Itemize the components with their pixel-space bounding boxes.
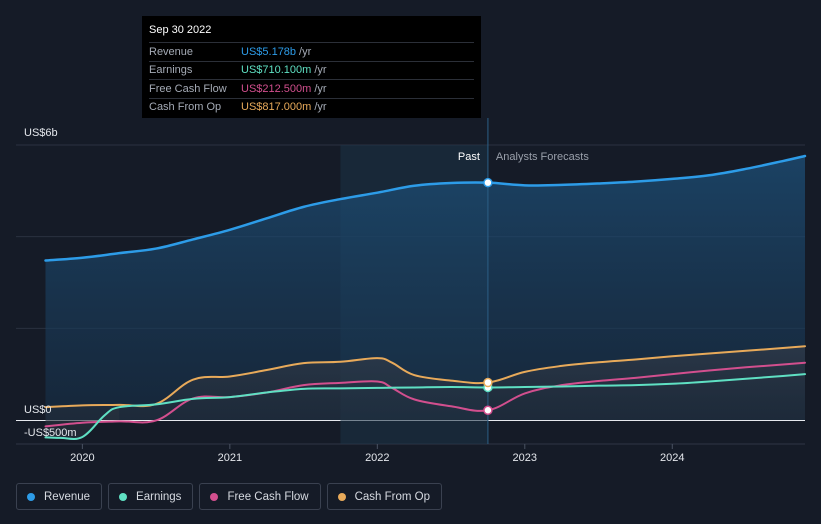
tooltip-unit: /yr — [314, 82, 327, 95]
x-axis-ticks: 2020 2021 2022 2023 2024 — [70, 444, 685, 464]
y-axis-label-top: US$6b — [24, 127, 58, 139]
revenue-dot-icon — [27, 492, 35, 501]
x-tick-label: 2024 — [660, 452, 684, 464]
tooltip-row-revenue: Revenue US$5.178b /yr — [149, 42, 474, 61]
series-line-earnings — [44, 373, 806, 441]
tooltip-label: Free Cash Flow — [149, 82, 227, 95]
tooltip-label: Cash From Op — [149, 101, 222, 114]
past-label: Past — [458, 151, 480, 163]
legend-label: Revenue — [44, 490, 91, 503]
tooltip-date: Sep 30 2022 — [149, 24, 212, 36]
tooltip-unit: /yr — [314, 64, 327, 77]
area-layer — [45, 156, 805, 440]
legend-item-free-cash-flow[interactable]: Free Cash Flow — [199, 483, 321, 510]
legend-label: Free Cash Flow — [227, 490, 309, 503]
tooltip-markers — [483, 177, 493, 416]
tooltip-value: US$5.178b — [241, 45, 297, 58]
x-tick-label: 2022 — [365, 452, 389, 464]
tooltip-row-earnings: Earnings US$710.100m /yr — [149, 60, 474, 80]
legend-item-cash-from-op[interactable]: Cash From Op — [326, 483, 443, 510]
tooltip-value: US$817.000m — [241, 101, 312, 114]
cash-from-op-dot-icon — [337, 492, 346, 501]
x-tick-label: 2021 — [218, 452, 242, 464]
marker-revenue — [483, 177, 493, 188]
legend-label: Cash From Op — [354, 490, 431, 503]
x-tick-label: 2023 — [513, 452, 537, 464]
legend-label: Earnings — [136, 490, 182, 503]
tooltip-value: US$710.100m — [241, 64, 312, 77]
y-axis-label-bottom: -US$500m — [24, 427, 77, 439]
series-lines — [44, 154, 807, 441]
data-tooltip: Sep 30 2022 Revenue US$5.178b /yr Earnin… — [142, 16, 481, 118]
marker-cash-from-op — [483, 377, 493, 388]
series-line-revenue — [44, 154, 807, 262]
marker-free-cash-flow — [483, 405, 493, 416]
series-line-free-cash-flow — [44, 361, 806, 428]
series-line-cash-from-op — [44, 345, 806, 409]
x-tick-label: 2020 — [70, 452, 94, 464]
tooltip-label: Earnings — [149, 64, 193, 77]
area-revenue — [45, 156, 805, 420]
tooltip-row-cash-from-op: Cash From Op US$817.000m /yr — [149, 97, 474, 117]
tooltip-unit: /yr — [314, 101, 327, 114]
tooltip-label: Revenue — [149, 45, 194, 58]
forecast-label: Analysts Forecasts — [496, 151, 589, 163]
tooltip-value: US$212.500m — [241, 82, 312, 95]
tooltip-unit: /yr — [299, 45, 312, 58]
legend-item-earnings[interactable]: Earnings — [108, 483, 194, 510]
legend-item-revenue[interactable]: Revenue — [16, 483, 103, 510]
free-cash-flow-dot-icon — [210, 492, 219, 501]
earnings-dot-icon — [119, 492, 128, 501]
area-cash-from-op — [45, 346, 805, 420]
tooltip-row-free-cash-flow: Free Cash Flow US$212.500m /yr — [149, 79, 474, 98]
y-axis-label-zero: US$0 — [24, 404, 52, 416]
chart-legend: Revenue Earnings Free Cash Flow Cash Fro… — [16, 483, 443, 510]
